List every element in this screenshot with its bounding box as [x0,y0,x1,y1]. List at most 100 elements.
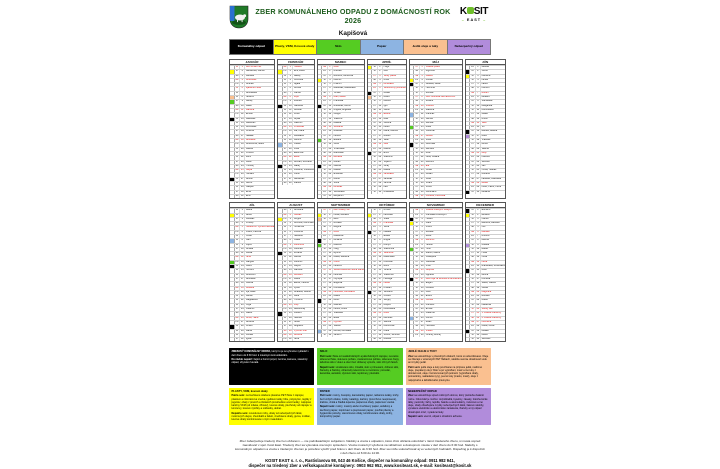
day-number: 21 [289,295,294,299]
day-row: So 22 Tichomír [278,298,314,303]
day-row: Pi 4 Rozália [317,221,364,226]
collection-marker-empty [410,134,415,139]
day-number: 20 [476,147,481,151]
name-day: Radoslav, Radoslava [333,87,356,90]
name-day: Norbert [481,87,490,90]
day-of-week: Ut [235,177,241,182]
day-row: Pi 25 1. sviatok vianočný [465,311,505,316]
day-number: 16 [476,273,481,277]
day-row: So 25 Marek [367,168,406,173]
day-of-week: Ut [322,239,328,243]
day-of-week: Po [471,126,476,130]
collection-marker-empty [466,126,471,130]
collection-marker-empty [318,256,323,260]
name-day: Víťazoslav [333,147,345,150]
day-number: 3 [378,217,384,222]
collection-marker-empty [368,117,373,121]
day-row: Ne 18 Lukáš [367,281,406,286]
day-of-week: Po [235,83,241,87]
name-day: Izabela [481,243,490,246]
collection-marker-empty [410,329,415,333]
day-of-week: Št [283,113,289,117]
collection-marker-empty [318,121,323,126]
collection-marker-empty [278,91,283,96]
day-of-week: Ne [415,104,420,108]
day-row: Št 12 Svätopluk [409,255,462,260]
day-number: 25 [420,169,426,173]
day-of-week: So [323,226,328,230]
day-row: Pi 1 Sviatok práce [409,65,462,70]
day-number: 2 [476,213,481,217]
day-number: 13 [476,117,481,121]
collection-marker-empty [410,290,415,295]
day-number: 2 [328,213,334,217]
name-day: Tamara [245,173,254,176]
name-day: Eduard [333,139,342,142]
collection-marker-empty [410,209,415,213]
collection-marker-empty [466,78,471,83]
day-number: 16 [328,130,334,134]
collection-marker-oleje [367,96,373,100]
day-of-week: Pi [322,177,328,182]
name-day: Henrieta [425,325,435,328]
collection-marker-empty [230,143,235,147]
day-of-week: Pi [372,213,378,217]
collection-marker-komunalny [465,329,471,333]
day-of-week: Pi [372,134,378,139]
info-block-text: Nepatrí sem: mokrý, mastný alebo znečist… [319,405,394,419]
day-number: 28 [240,325,246,329]
day-number: 27 [240,177,246,182]
header: ZBER KOMUNÁLNEHO ODPADU Z DOMÁCNOSTÍ ROK… [229,3,491,37]
collection-marker-empty [318,126,323,130]
day-number: 7 [240,91,246,96]
day-of-week: Ut [283,104,289,108]
collection-marker-papier [230,239,235,243]
day-row: Ut 27 Sabína [367,319,406,325]
collection-marker-empty [410,312,415,316]
day-row: Ut 20 Dalibor [230,146,275,151]
day-of-week: Ne [323,126,328,130]
name-day: Júlia, Juliana [425,156,440,159]
day-of-week: Št [322,113,328,117]
name-day: Xénia [481,70,488,73]
collection-marker-komunalny [278,312,283,316]
day-of-week: So [471,177,476,182]
day-number: 17 [420,277,426,282]
day-row: Št 4 Lenka [465,77,505,83]
name-day: Zina [425,151,431,154]
day-of-week: Pi [283,295,289,299]
footer-note: Zber zabezpečuje triedený zber len občan… [235,438,485,455]
day-number: 14 [476,121,481,126]
day-of-week: Ne [235,139,241,143]
day-of-week: So [283,151,289,156]
name-day: Želmíra [425,160,434,163]
day-number: 10 [420,104,426,108]
day-number: 13 [240,260,246,265]
collection-marker-empty [466,186,471,190]
day-row: Pi 9 Dionýz [367,242,406,247]
day-row: St 11 Dezider [278,107,314,113]
day-number: 29 [420,186,426,190]
name-day: Kazimír [333,78,342,81]
legend-item-plasty: Plasty, VKM, Kovové obaly [273,40,317,54]
day-of-week: Po [323,325,328,329]
collection-marker-empty [410,109,415,113]
day-row: Ne 9 Ľubomíra [278,242,314,247]
day-of-week: Št [283,83,289,87]
day-of-week: Ne [415,209,420,213]
day-number: 21 [328,295,334,299]
day-of-week: Pi [372,303,378,308]
day-of-week: Ut [372,290,378,295]
day-of-week: Ut [372,121,378,126]
collection-marker-empty [466,256,471,260]
name-day: Hermína [425,87,435,90]
day-of-week: Pi [414,66,420,70]
day-row: Ut 17 Deň boja za slobodu a demokraciu [409,276,462,282]
collection-marker-papier [409,316,415,320]
name-day: Pravoslav [293,126,305,129]
collection-marker-empty [230,190,235,194]
name-day: Sviatok sv. Cyrila a Metoda [245,226,275,229]
day-row: So 7 Vanda [278,90,314,96]
day-number: 28 [289,325,294,329]
day-row: St 13 Servác [409,116,462,121]
